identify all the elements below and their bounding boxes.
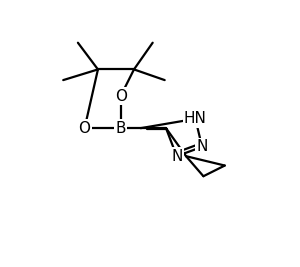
Text: B: B — [116, 121, 126, 136]
Text: N: N — [171, 149, 182, 164]
Text: O: O — [79, 121, 91, 136]
Text: O: O — [115, 89, 127, 104]
Text: N: N — [196, 139, 208, 154]
Text: HN: HN — [184, 111, 207, 126]
